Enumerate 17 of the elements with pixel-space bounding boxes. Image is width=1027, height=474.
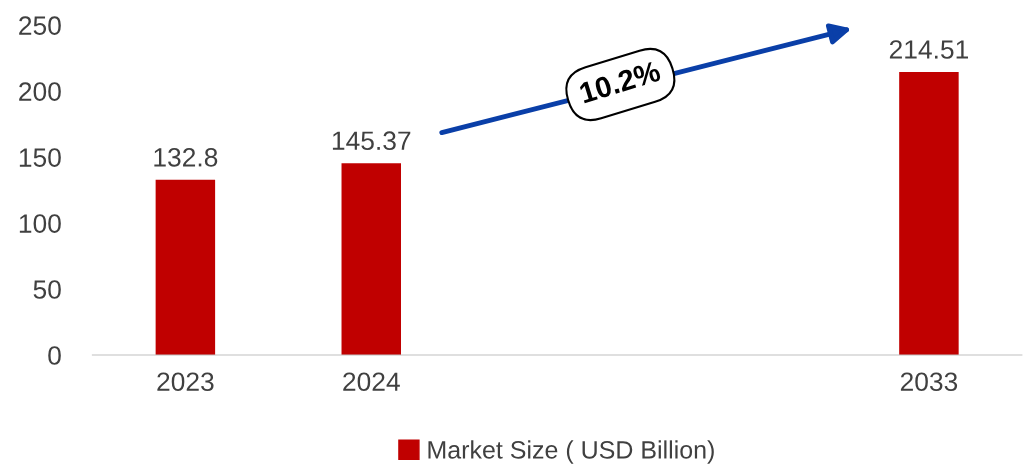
x-tick-label: 2024	[343, 372, 400, 392]
x-tick-label: 2023	[157, 372, 214, 392]
x-tick-label: 2033	[900, 372, 958, 392]
bar	[155, 179, 216, 356]
data-label: 132.8	[154, 147, 218, 167]
y-tick-label: 150	[19, 148, 61, 167]
annotation: 10.2%	[578, 60, 662, 104]
data-label: 214.51	[889, 40, 968, 59]
y-tick-label: 100	[19, 214, 61, 233]
data-label: 145.37	[332, 131, 411, 151]
y-tick-label: 50	[33, 280, 61, 299]
bar	[341, 163, 401, 356]
y-tick-label: 0	[48, 346, 61, 365]
y-tick-label: 200	[19, 82, 61, 101]
y-tick-label: 250	[19, 16, 61, 35]
legend-label: Market Size ( USD Billion)	[428, 440, 714, 464]
bar	[899, 71, 959, 356]
